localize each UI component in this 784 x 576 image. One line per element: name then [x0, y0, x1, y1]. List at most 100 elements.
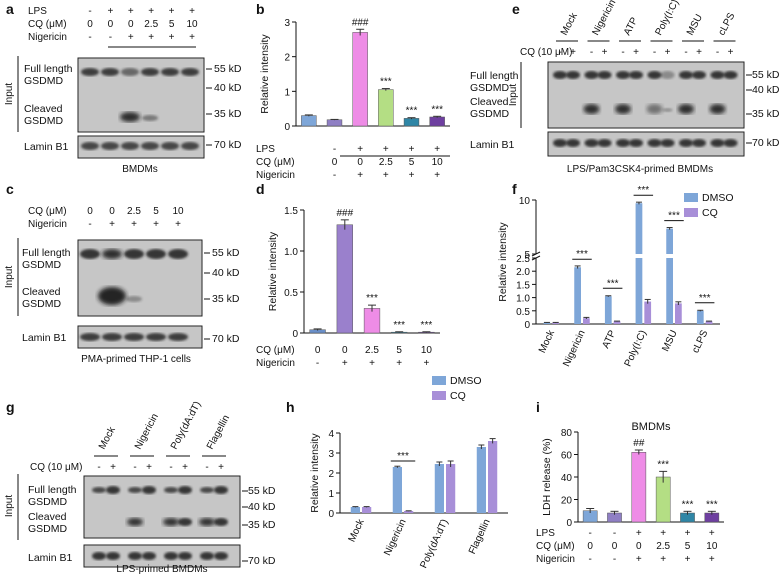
e-blot-gsdmd-band [616, 71, 630, 79]
e-blot-gsdmd-band [660, 71, 675, 79]
e-blot-laminb1-band [710, 139, 725, 147]
i-row-value: 0 [587, 541, 593, 552]
g-cq-minus: - [169, 462, 172, 473]
d-y-tick-label: 0.5 [284, 288, 298, 299]
e-blot-laminb1-band [553, 139, 567, 147]
e-lane-label: cLPS [716, 11, 737, 38]
e-blot-gsdmd [547, 61, 745, 129]
i-row-value: + [685, 554, 691, 565]
i-row-value: + [636, 554, 642, 565]
i-row-value: - [613, 528, 616, 539]
f-annotation: *** [699, 293, 711, 304]
a-blot-laminb1-band [141, 142, 159, 150]
e-blot-gsdmd-band [710, 71, 725, 79]
g-lane-label: Flagellin [205, 413, 232, 451]
e-blot-laminb1-band [647, 139, 662, 147]
g-marker-label: 35 kD [248, 519, 276, 531]
b-row-value: + [409, 170, 415, 181]
g-blot-gsdmd-band [178, 486, 192, 494]
e-cq-plus: + [602, 47, 608, 58]
h-bar [434, 464, 444, 513]
g-blot-laminb1-band [106, 552, 120, 560]
e-lane-label: Poly(I:C) [653, 0, 681, 37]
h-bar [404, 511, 414, 513]
h-x-tick-label: Flagellin [467, 518, 493, 556]
e-blot-laminb1-band [679, 139, 693, 147]
a-blot-laminb1-band [81, 142, 99, 150]
a-band-label-full: Full length [24, 63, 73, 75]
c-row-value: + [153, 219, 159, 230]
g-blot-gsdmd-band [214, 518, 228, 526]
g-blot-gsdmd-band [142, 486, 156, 494]
g-band-label-cleaved: GSDMD [28, 523, 68, 535]
b-row-value: - [333, 144, 336, 155]
e-cq-label: CQ (10 μM) [520, 47, 572, 58]
g-blot-gsdmd-band [128, 487, 142, 493]
h-bar [476, 447, 486, 513]
g-blot-laminb1-band [164, 552, 178, 560]
a-row-value: + [107, 6, 113, 17]
a-row-value: 10 [186, 19, 198, 30]
g-blot-gsdmd [83, 475, 241, 539]
a-row-value: + [148, 32, 154, 43]
c-blot-laminb1-band [80, 333, 100, 341]
a-row-label: Nigericin [28, 32, 67, 43]
c-marker-label: 70 kD [212, 333, 240, 345]
d-y-tick-label: 0 [292, 329, 298, 340]
g-lane-label: Mock [97, 424, 118, 451]
panel-letter-b: b [256, 1, 265, 17]
a-row-value: + [189, 6, 195, 17]
e-blot-laminb1-band [660, 139, 675, 147]
b-y-label: Relative intensity [259, 34, 271, 114]
f-y-tick-label: 2.0 [516, 267, 530, 278]
a-blot-laminb1 [77, 135, 205, 159]
panel-letter-a: a [6, 1, 14, 17]
f-x-tick-label: Mock [537, 328, 557, 355]
g-marker-label: 55 kD [248, 485, 276, 497]
c-side-label: Input [4, 266, 15, 288]
i-annotation: *** [682, 499, 694, 510]
g-cq-minus: - [205, 462, 208, 473]
c-band-label-full: GSDMD [22, 259, 62, 271]
a-blot-gsdmd-band [121, 68, 139, 76]
h-x-tick-label: Nigericin [382, 518, 408, 558]
c-blot-laminb1-band [124, 333, 144, 341]
f-y-tick-label: 1.5 [516, 280, 530, 291]
f-bar [583, 318, 590, 324]
a-caption: BMDMs [122, 164, 158, 175]
g-blot-gsdmd-band [163, 518, 179, 526]
i-row-value: - [588, 528, 591, 539]
b-y-tick-label: 1 [284, 87, 290, 98]
b-bar [326, 119, 343, 127]
h-y-label: Relative intensity [309, 433, 321, 513]
d-row-value: + [342, 358, 348, 369]
e-blot-gsdmd-band [678, 104, 694, 114]
c-blot-gsdmd [77, 239, 203, 317]
g-marker-label: 70 kD [248, 555, 276, 567]
h-annotation: *** [397, 451, 409, 462]
g-blot-gsdmd-band [106, 486, 120, 494]
a-blot-gsdmd-band [161, 68, 179, 76]
i-y-tick-label: 20 [561, 496, 573, 507]
d-row-value: 10 [421, 345, 433, 356]
i-y-tick-label: 80 [561, 428, 573, 439]
g-caption: LPS-primed BMDMs [116, 564, 207, 575]
a-blot-laminb1-band [101, 142, 119, 150]
f-bar [613, 321, 621, 324]
e-cq-plus: + [696, 47, 702, 58]
d-row-value: 5 [396, 345, 402, 356]
i-title: BMDMs [631, 421, 671, 433]
c-row-label: Nigericin [28, 219, 67, 230]
g-blot-laminb1-band [214, 552, 228, 560]
e-side-label: Input [508, 84, 519, 106]
e-blot-gsdmd-band [597, 71, 612, 79]
b-row-label: CQ (μM) [256, 157, 295, 168]
h-y-tick-label: 0 [328, 509, 334, 520]
a-row-value: + [148, 6, 154, 17]
e-blot-gsdmd-band [615, 104, 631, 114]
e-blot-gsdmd-band [553, 71, 567, 79]
e-cq-minus: - [653, 47, 656, 58]
c-blot-gsdmd-band [146, 249, 166, 259]
d-row-label: CQ (μM) [256, 345, 295, 356]
